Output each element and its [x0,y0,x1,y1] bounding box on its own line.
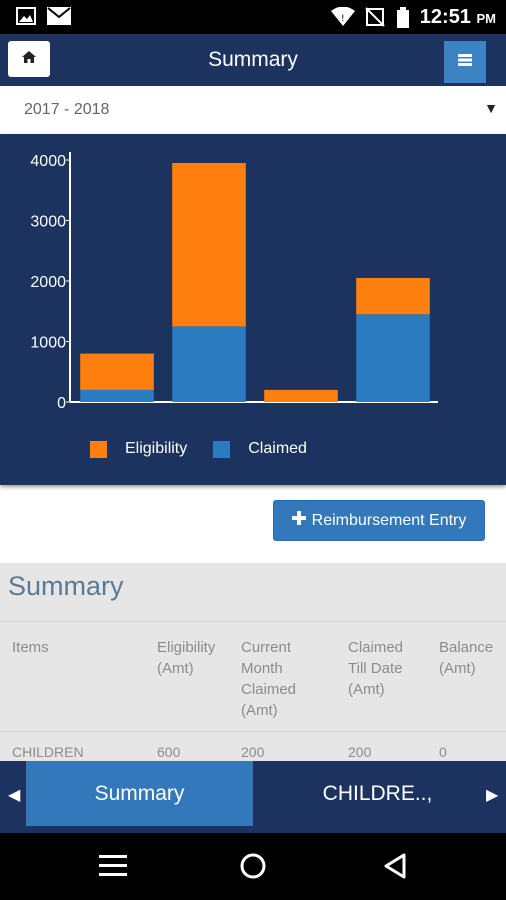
scroll-left-arrow-icon[interactable]: ◀ [8,787,21,804]
cell-eligibility: 600 [157,744,181,760]
back-nav-button[interactable] [378,851,412,885]
chart-panel: 0 1000 2000 3000 4000 Eligibility Claimed [0,134,506,485]
tab-summary[interactable]: Summary [26,761,253,826]
system-nav-bar [0,833,506,900]
battery-icon [396,7,410,34]
table-row[interactable]: CHILDREN 600 200 200 0 [0,731,506,761]
status-bar: ! 12:51 PM [0,0,506,34]
menu-lines-icon [99,854,127,883]
bottom-tab-bar: ◀ Summary CHILDRE.., ▶ [0,761,506,833]
y-tick-label-0: 0 [57,395,66,412]
home-icon [22,50,36,68]
tab-children[interactable]: CHILDRE.., [322,781,433,805]
plus-icon [291,511,306,530]
dropdown-caret-icon: ▼ [484,100,498,116]
divider [0,621,506,622]
reimbursement-entry-button[interactable]: Reimbursement Entry [273,500,485,541]
legend-item-claimed: Claimed [213,440,307,458]
col-header-items: Items [12,639,49,656]
home-nav-button[interactable] [236,851,270,885]
clock: 12:51 PM [419,6,496,28]
year-dropdown[interactable]: 2017 - 2018 ▼ [0,86,506,135]
image-icon [16,7,36,30]
chart-legend: Eligibility Claimed [90,440,307,458]
recent-apps-button[interactable] [96,851,130,885]
bar-eligibility-1 [172,163,246,327]
app-bar: Summary [0,34,506,86]
col-header-eligibility: Eligibility (Amt) [157,639,216,677]
summary-section: Summary Items Eligibility (Amt) Current … [0,563,506,761]
cell-current: 200 [241,744,265,760]
menu-icon [458,53,472,71]
home-button[interactable] [8,41,50,77]
col-header-balance: Balance (Amt) [439,639,494,677]
year-value: 2017 - 2018 [24,101,110,118]
y-tick-label-2: 2000 [30,274,66,291]
col-header-claimed-till-date: Claimed Till Date (Amt) [348,639,404,698]
circle-home-icon [239,852,267,885]
stacked-bar-chart: 0 1000 2000 3000 4000 [30,152,438,412]
legend-label-claimed: Claimed [248,440,307,457]
y-tick-label-3: 3000 [30,214,66,231]
bar-claimed-1 [172,326,246,402]
cell-item: CHILDREN [12,744,84,760]
legend-item-eligibility: Eligibility [90,440,187,458]
legend-swatch-claimed [213,440,231,458]
back-triangle-icon [382,852,408,885]
svg-text:!: ! [341,14,345,24]
bar-claimed-0 [80,389,154,402]
bar-eligibility-2 [264,389,338,402]
table-header: Items Eligibility (Amt) Current Month Cl… [0,637,506,731]
cell-till-date: 200 [348,744,372,760]
menu-button[interactable] [444,41,486,83]
reimbursement-entry-label: Reimbursement Entry [311,511,467,529]
bar-eligibility-0 [80,353,154,390]
scroll-right-arrow-icon[interactable]: ▶ [486,787,499,804]
summary-heading: Summary [8,571,124,601]
wifi-icon: ! [330,6,356,32]
legend-swatch-eligibility [90,440,107,458]
y-tick-label-4: 4000 [30,153,66,170]
mail-icon [47,7,71,30]
y-tick-label-1: 1000 [30,335,66,352]
col-header-current-month: Current Month Claimed (Amt) [241,639,297,719]
bar-claimed-3 [356,314,430,402]
cell-balance: 0 [439,744,447,760]
page-title: Summary [208,48,298,71]
bar-eligibility-3 [356,277,430,315]
no-signal-icon [365,7,385,32]
legend-label-eligibility: Eligibility [125,440,188,457]
